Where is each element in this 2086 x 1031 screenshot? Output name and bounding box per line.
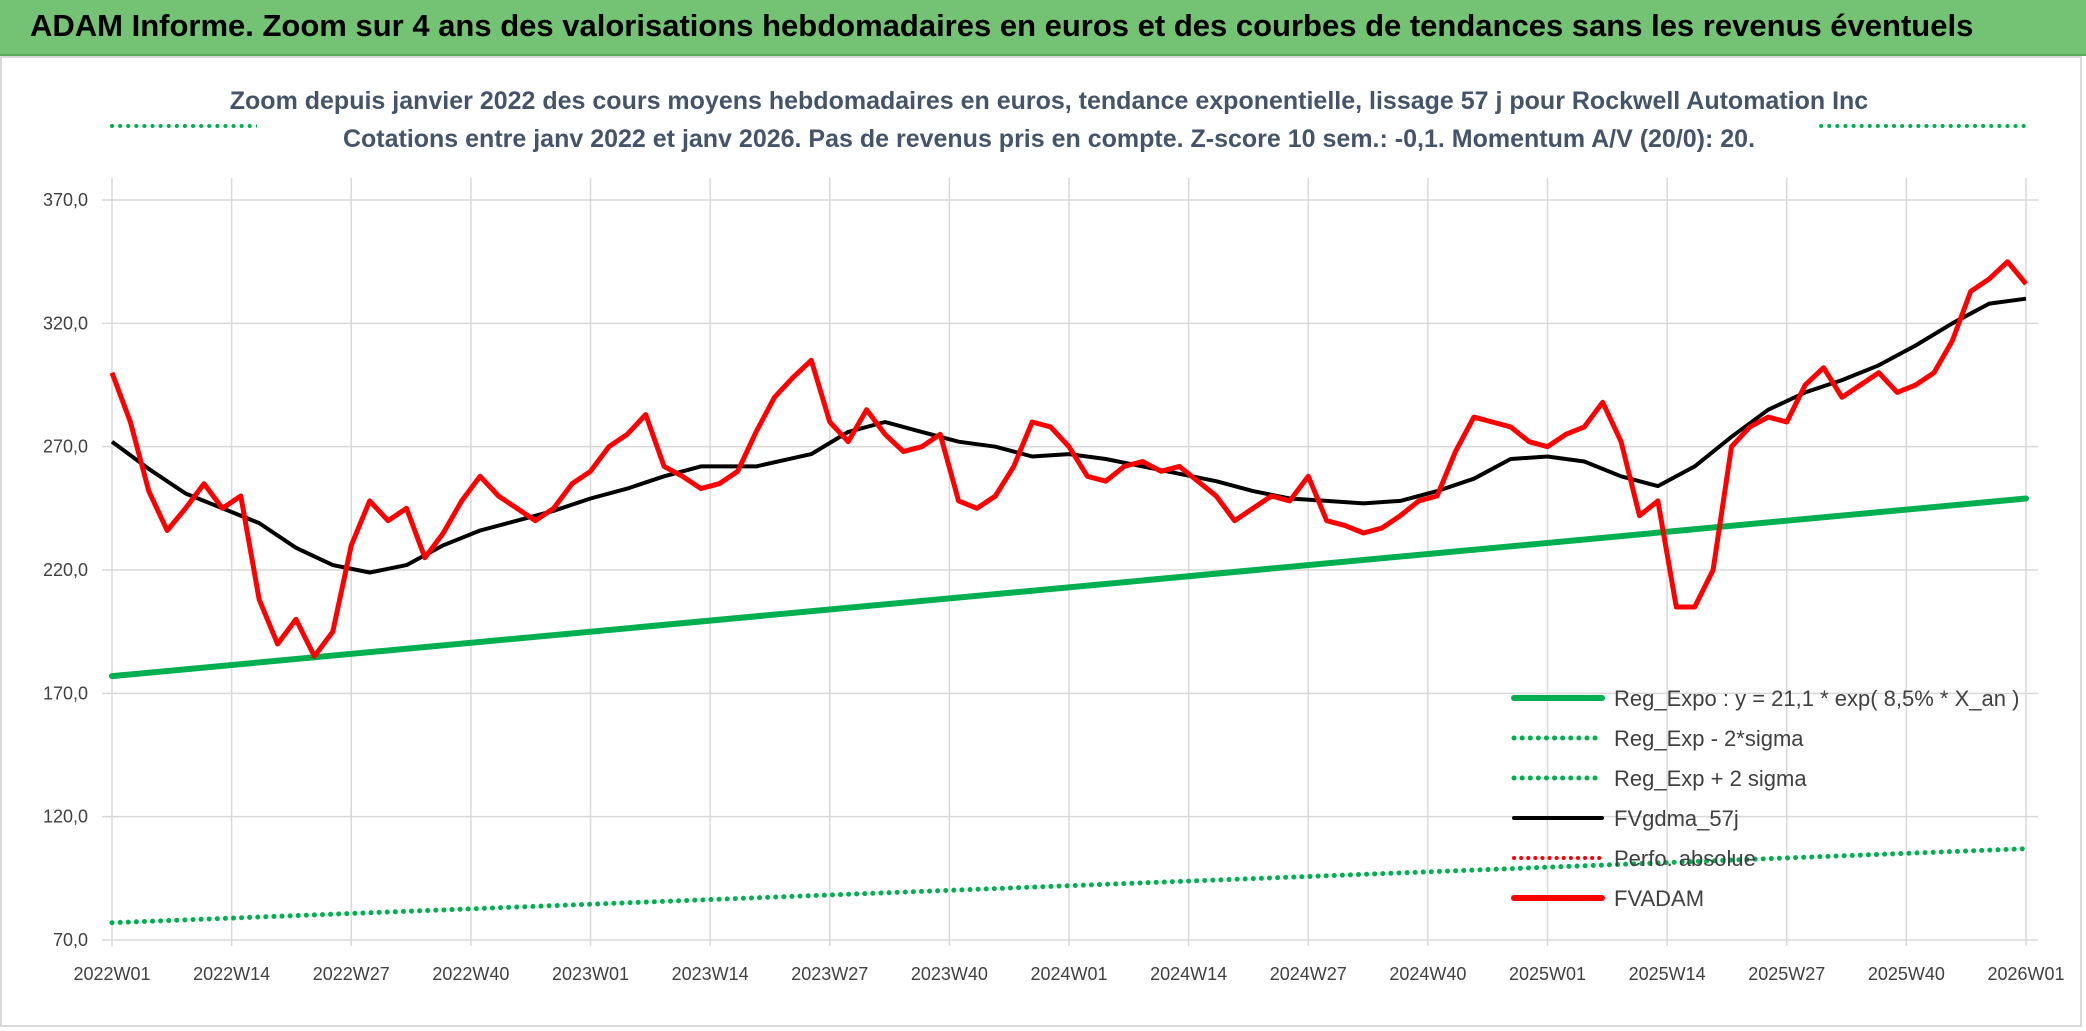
grid-lines bbox=[102, 178, 2038, 946]
legend-reg-exp-minus-label: Reg_Exp - 2*sigma bbox=[1614, 726, 1804, 751]
x-tick-label: 2022W01 bbox=[73, 964, 150, 984]
x-tick-label: 2026W01 bbox=[1987, 964, 2064, 984]
x-tick-label: 2022W40 bbox=[432, 964, 509, 984]
chart-title-background bbox=[257, 66, 1817, 176]
x-tick-label: 2025W40 bbox=[1868, 964, 1945, 984]
y-tick-label: 70,0 bbox=[53, 930, 88, 950]
chart: Zoom depuis janvier 2022 des cours moyen… bbox=[43, 66, 2065, 984]
x-tick-label: 2022W14 bbox=[193, 964, 270, 984]
x-tick-label: 2025W14 bbox=[1629, 964, 1706, 984]
y-tick-label: 270,0 bbox=[43, 437, 88, 457]
legend-perfo-label: Perfo. absolue bbox=[1614, 846, 1756, 871]
y-tick-label: 120,0 bbox=[43, 807, 88, 827]
y-tick-label: 370,0 bbox=[43, 190, 88, 210]
chart-title: Zoom depuis janvier 2022 des cours moyen… bbox=[230, 87, 1869, 115]
y-tick-label: 220,0 bbox=[43, 560, 88, 580]
legend-fvgdma-label: FVgdma_57j bbox=[1614, 806, 1739, 831]
legend: Reg_Expo : y = 21,1 * exp( 8,5% * X_an )… bbox=[1511, 686, 2019, 911]
x-tick-label: 2023W14 bbox=[672, 964, 749, 984]
x-tick-label: 2024W01 bbox=[1030, 964, 1107, 984]
chart-frame: Zoom depuis janvier 2022 des cours moyen… bbox=[0, 56, 2082, 1027]
x-tick-label: 2023W40 bbox=[911, 964, 988, 984]
y-tick-label: 320,0 bbox=[43, 313, 88, 333]
x-axis: 2022W01 2022W14 2022W27 2022W40 2023W01 2023W… bbox=[73, 964, 2064, 984]
reg-expo-line bbox=[109, 495, 2029, 680]
legend-fvadam-label: FVADAM bbox=[1614, 886, 1704, 911]
x-tick-label: 2025W27 bbox=[1748, 964, 1825, 984]
y-axis: 70,0 120,0 170,0 220,0 270,0 320,0 370,0 bbox=[43, 190, 88, 950]
report-title: ADAM Informe. Zoom sur 4 ans des valoris… bbox=[30, 8, 1974, 43]
x-tick-label: 2023W27 bbox=[791, 964, 868, 984]
x-tick-label: 2024W14 bbox=[1150, 964, 1227, 984]
x-tick-label: 2022W27 bbox=[313, 964, 390, 984]
reg-exp-minus-2-sigma-line bbox=[109, 846, 2029, 926]
legend-reg-exp-plus-label: Reg_Exp + 2 sigma bbox=[1614, 766, 1807, 791]
report-banner: ADAM Informe. Zoom sur 4 ans des valoris… bbox=[0, 0, 2086, 56]
x-tick-label: 2024W40 bbox=[1389, 964, 1466, 984]
x-tick-label: 2023W01 bbox=[552, 964, 629, 984]
legend-reg-expo-label: Reg_Expo : y = 21,1 * exp( 8,5% * X_an ) bbox=[1614, 686, 2019, 711]
y-tick-label: 170,0 bbox=[43, 683, 88, 703]
plot-area bbox=[109, 259, 2029, 926]
chart-subtitle: Cotations entre janv 2022 et janv 2026. … bbox=[343, 125, 1755, 153]
x-tick-label: 2025W01 bbox=[1509, 964, 1586, 984]
fvadam-line bbox=[109, 259, 2028, 659]
x-tick-label: 2024W27 bbox=[1270, 964, 1347, 984]
